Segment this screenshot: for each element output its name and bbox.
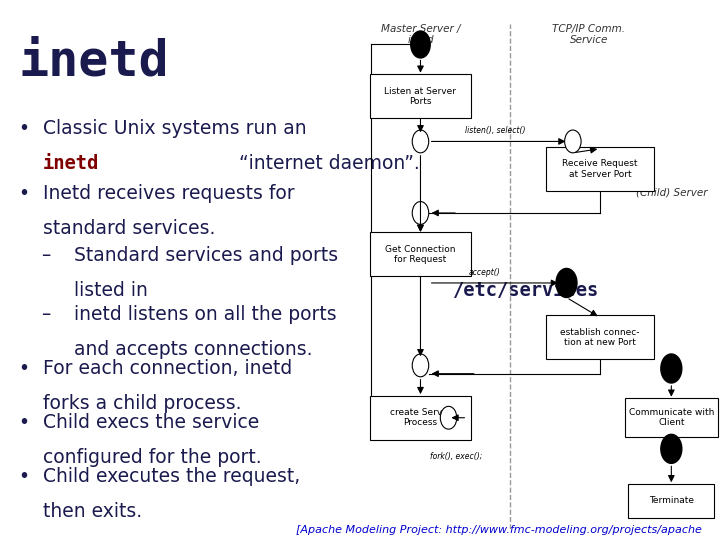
Text: listed in: listed in bbox=[73, 281, 153, 300]
Circle shape bbox=[441, 406, 456, 429]
Text: Listen at Server
Ports: Listen at Server Ports bbox=[384, 86, 456, 106]
Text: inetd: inetd bbox=[43, 154, 99, 173]
FancyBboxPatch shape bbox=[546, 147, 654, 191]
Text: Child execs the service: Child execs the service bbox=[43, 413, 259, 432]
FancyBboxPatch shape bbox=[629, 484, 714, 517]
Text: and accepts connections.: and accepts connections. bbox=[73, 340, 312, 359]
Text: inetd listens on all the ports: inetd listens on all the ports bbox=[73, 305, 336, 324]
Text: Child executes the request,: Child executes the request, bbox=[43, 467, 300, 486]
FancyBboxPatch shape bbox=[624, 399, 718, 437]
Text: TCP/IP Comm.
Service: TCP/IP Comm. Service bbox=[552, 24, 626, 45]
Text: Standard services and ports: Standard services and ports bbox=[73, 246, 338, 265]
Text: For each connection, inetd: For each connection, inetd bbox=[43, 359, 292, 378]
Circle shape bbox=[661, 434, 682, 463]
Text: [Apache Modeling Project: http://www.fmc-modeling.org/projects/apache: [Apache Modeling Project: http://www.fmc… bbox=[296, 524, 702, 535]
Text: then exits.: then exits. bbox=[43, 502, 143, 521]
Circle shape bbox=[413, 130, 428, 153]
Text: create Server
Process: create Server Process bbox=[390, 408, 451, 428]
FancyBboxPatch shape bbox=[370, 396, 471, 440]
Text: •: • bbox=[18, 467, 29, 486]
Text: Communicate with
Client: Communicate with Client bbox=[629, 408, 714, 428]
Text: /etc/services: /etc/services bbox=[453, 281, 599, 300]
Text: establish connec-
tion at new Port: establish connec- tion at new Port bbox=[560, 328, 640, 347]
Text: •: • bbox=[18, 184, 29, 202]
Circle shape bbox=[564, 130, 581, 153]
Text: accept(): accept() bbox=[468, 268, 500, 276]
FancyBboxPatch shape bbox=[546, 315, 654, 360]
Text: (Child) Server: (Child) Server bbox=[636, 187, 707, 197]
Text: •: • bbox=[18, 119, 29, 138]
Text: fork(), exec();: fork(), exec(); bbox=[430, 453, 482, 462]
Circle shape bbox=[661, 354, 682, 383]
Text: listen(), select(): listen(), select() bbox=[465, 126, 526, 135]
Text: Master Server /
inetd: Master Server / inetd bbox=[381, 24, 460, 45]
Text: –: – bbox=[42, 246, 50, 265]
Text: Classic Unix systems run an: Classic Unix systems run an bbox=[43, 119, 307, 138]
Text: –: – bbox=[42, 305, 50, 324]
Circle shape bbox=[413, 354, 428, 377]
FancyBboxPatch shape bbox=[370, 232, 471, 276]
Text: •: • bbox=[18, 413, 29, 432]
Text: inetd: inetd bbox=[18, 38, 168, 86]
Text: Receive Request
at Server Port: Receive Request at Server Port bbox=[562, 159, 638, 179]
Text: Get Connection
for Request: Get Connection for Request bbox=[385, 245, 456, 264]
Text: configured for the port.: configured for the port. bbox=[43, 448, 262, 467]
FancyBboxPatch shape bbox=[370, 75, 471, 118]
Text: Terminate: Terminate bbox=[649, 496, 694, 505]
Text: standard services.: standard services. bbox=[43, 219, 215, 238]
Circle shape bbox=[410, 31, 431, 58]
Circle shape bbox=[556, 268, 577, 298]
Text: forks a child process.: forks a child process. bbox=[43, 394, 242, 413]
Circle shape bbox=[413, 201, 428, 225]
Text: •: • bbox=[18, 359, 29, 378]
Text: “internet daemon”.: “internet daemon”. bbox=[233, 154, 420, 173]
Text: Inetd receives requests for: Inetd receives requests for bbox=[43, 184, 294, 202]
